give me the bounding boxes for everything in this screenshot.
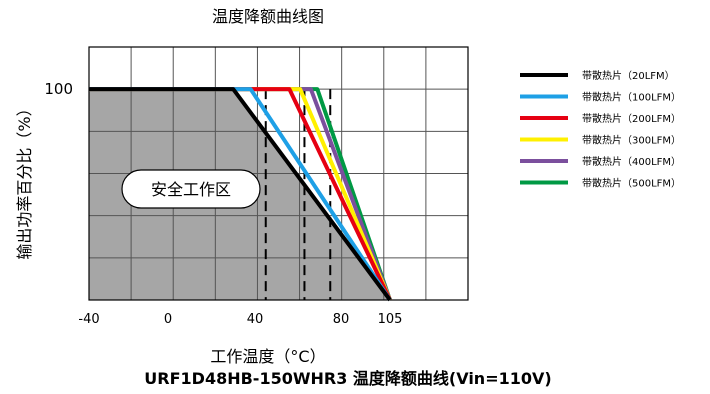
- x-tick-labels: -40 0 40 80 105: [78, 312, 402, 327]
- x-tick-label: -40: [78, 312, 99, 327]
- legend-label: 带散热片（200LFM）: [582, 112, 681, 125]
- legend-item: 带散热片（300LFM）: [520, 134, 681, 147]
- x-tick-label: 80: [333, 312, 350, 327]
- legend-item: 带散热片（100LFM）: [520, 91, 681, 104]
- safe-area-label: 安全工作区: [121, 169, 261, 209]
- legend-label: 带散热片（20LFM）: [582, 69, 675, 82]
- legend-label: 带散热片（100LFM）: [582, 91, 681, 104]
- x-tick-label: 105: [378, 312, 403, 327]
- x-tick-label: 40: [247, 312, 264, 327]
- legend-item: 带散热片（400LFM）: [520, 155, 681, 168]
- safe-area-text: 安全工作区: [151, 180, 231, 199]
- plot-frame: [88, 46, 469, 301]
- legend-item: 带散热片（500LFM）: [520, 177, 681, 190]
- legend: 带散热片（20LFM） 带散热片（100LFM） 带散热片（200LFM） 带散热片（…: [520, 69, 681, 190]
- chart-title: 温度降额曲线图: [212, 7, 324, 26]
- y-tick-labels: 100: [44, 80, 73, 98]
- y-axis-label: 输出功率百分比（%）: [15, 100, 34, 259]
- chart-subtitle: URF1D48HB-150WHR3 温度降额曲线(Vin=110V): [144, 369, 551, 388]
- legend-label: 带散热片（300LFM）: [582, 134, 681, 147]
- y-tick-label: 100: [44, 80, 73, 98]
- legend-label: 带散热片（500LFM）: [582, 177, 681, 190]
- series-line: [89, 87, 392, 302]
- legend-item: 带散热片（20LFM）: [520, 69, 675, 82]
- x-tick-label: 0: [164, 312, 172, 327]
- x-axis-label: 工作温度（°C）: [210, 347, 325, 366]
- safe-area-bubble: [121, 169, 261, 209]
- legend-item: 带散热片（200LFM）: [520, 112, 681, 125]
- plot-area: 安全工作区: [88, 46, 469, 302]
- legend-label: 带散热片（400LFM）: [582, 155, 681, 168]
